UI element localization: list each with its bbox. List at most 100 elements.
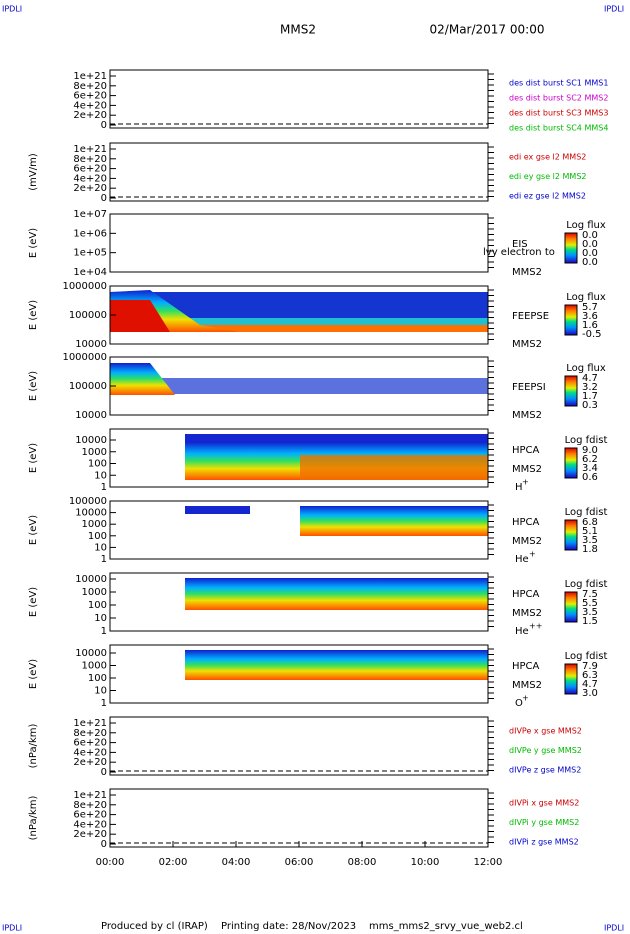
corner-mark: IPDLI: [2, 5, 22, 14]
y-tick-label: 1000: [82, 447, 107, 458]
colorbar-tick-label: 3.4: [582, 463, 598, 474]
spectrogram: [110, 363, 175, 395]
colorbar-tick-label: 4.7: [582, 373, 598, 384]
panel-frame: [109, 428, 489, 488]
colorbar-tick-label: 3.5: [582, 607, 598, 618]
colorbar: [564, 447, 578, 479]
colorbar-tick-label: 3.2: [582, 382, 598, 393]
colorbar-tick-label: 0.0: [582, 248, 598, 259]
y-tick-label: 2e+20: [73, 110, 107, 121]
instrument-label: EIS: [512, 239, 528, 250]
colorbar-tick-label: 6.8: [582, 517, 598, 528]
corner-mark: IPDLI: [604, 5, 624, 14]
panel-frame: [109, 644, 489, 704]
credit: Produced by cl (IRAP): [101, 921, 208, 932]
y-tick-label: 100: [88, 600, 107, 611]
colorbar-title: Log fdist: [565, 651, 608, 662]
spectrogram: [185, 434, 488, 442]
instrument-label: HPCA: [512, 445, 540, 456]
spectrogram: [300, 455, 488, 480]
y-axis-label: E (eV): [28, 443, 39, 473]
y-tick-label: 0: [101, 839, 107, 850]
colorbar-tick-label: 9.0: [582, 445, 598, 456]
colorbar: [564, 591, 578, 623]
spectrogram: [110, 325, 488, 332]
spectrogram: [110, 300, 170, 332]
colorbar-title: Log flux: [566, 220, 606, 231]
x-tick-label: 08:00: [348, 857, 377, 868]
colorbar-tick-label: 5.5: [582, 598, 598, 609]
file-name: mms_mms2_srvy_vue_web2.cl: [369, 921, 523, 932]
spectrogram: [300, 506, 488, 536]
colorbar-tick-label: 7.5: [582, 589, 598, 600]
legend-entry: des dist burst SC3 MMS3: [509, 109, 608, 118]
y-tick-label: 2e+20: [73, 829, 107, 840]
y-tick-label: 0: [101, 120, 107, 131]
y-tick-label: 1e+04: [73, 267, 107, 278]
legend-entry: des dist burst SC2 MMS2: [509, 94, 608, 103]
legend-entry: dIVPe x gse MMS2: [509, 727, 582, 736]
spectrogram: [185, 578, 488, 610]
y-tick-label: 4e+20: [73, 819, 107, 830]
x-tick-label: 02:00: [159, 857, 188, 868]
panel-frame: [109, 788, 489, 848]
y-tick-label: 6e+20: [73, 91, 107, 102]
legend-entry: des dist burst SC1 MMS1: [509, 79, 608, 88]
y-tick-label: 1: [101, 626, 107, 637]
y-tick-label: 8e+20: [73, 81, 107, 92]
legend-entry: edi ez gse l2 MMS2: [509, 192, 586, 201]
y-axis-label: E (eV): [28, 659, 39, 689]
colorbar-title: Log flux: [566, 363, 606, 374]
colorbar-tick-label: 1.6: [582, 320, 598, 331]
colorbar-title: Log fdist: [565, 507, 608, 518]
spacecraft-label: MMS2: [512, 464, 542, 475]
colorbar-tick-label: 1.8: [582, 544, 598, 555]
panel-frame: [109, 69, 489, 129]
panel-frame: [109, 500, 489, 560]
colorbar-tick-label: 0.3: [582, 400, 598, 411]
y-axis-label: (nPa/km): [28, 796, 39, 841]
spacecraft-label: MMS2: [512, 267, 542, 278]
instrument-label: FEEPSI: [512, 382, 546, 393]
y-tick-label: 6e+20: [73, 164, 107, 175]
colorbar-tick-label: 3.6: [582, 311, 598, 322]
panel-frame: [109, 572, 489, 632]
spacecraft-label: MMS2: [512, 339, 542, 350]
colorbar-tick-label: 6.3: [582, 670, 598, 681]
y-tick-label: 6e+20: [73, 810, 107, 821]
colorbar-tick-label: 5.7: [582, 302, 598, 313]
instrument-label: HPCA: [512, 589, 540, 600]
y-tick-label: 1000000: [62, 352, 107, 363]
x-tick-label: 04:00: [222, 857, 251, 868]
y-tick-label: 1e+05: [73, 248, 107, 259]
panel-frame: [109, 213, 489, 273]
colorbar-tick-label: 1.5: [582, 616, 598, 627]
y-axis-label: E (eV): [28, 587, 39, 617]
y-tick-label: 1e+21: [73, 790, 107, 801]
colorbar: [564, 375, 578, 407]
y-tick-label: 10000: [75, 339, 107, 350]
instrument-label: HPCA: [512, 517, 540, 528]
species-charge: ++: [529, 622, 542, 631]
colorbar-title: Log flux: [566, 292, 606, 303]
colorbar-tick-label: 0.0: [582, 257, 598, 268]
spacecraft-label: MMS2: [512, 536, 542, 547]
panel-frame: [109, 716, 489, 776]
colorbar-tick-label: 5.1: [582, 526, 598, 537]
y-tick-label: 10000: [75, 574, 107, 585]
legend-entry: dIVPi z gse MMS2: [509, 838, 579, 847]
colorbar-tick-label: 0.0: [582, 230, 598, 241]
x-tick-label: 10:00: [411, 857, 440, 868]
panel-frame: [109, 142, 489, 202]
corner-mark: IPDLI: [604, 924, 624, 933]
colorbar-tick-label: -0.5: [582, 329, 602, 340]
colorbar-title: Log fdist: [565, 435, 608, 446]
y-axis-label: E (eV): [28, 515, 39, 545]
legend-entry: edi ex gse l2 MMS2: [509, 153, 586, 162]
y-tick-label: 100: [88, 459, 107, 470]
spacecraft-label: MMS2: [512, 680, 542, 691]
legend-entry: dIVPi y gse MMS2: [509, 818, 579, 827]
x-tick-label: 00:00: [96, 857, 125, 868]
